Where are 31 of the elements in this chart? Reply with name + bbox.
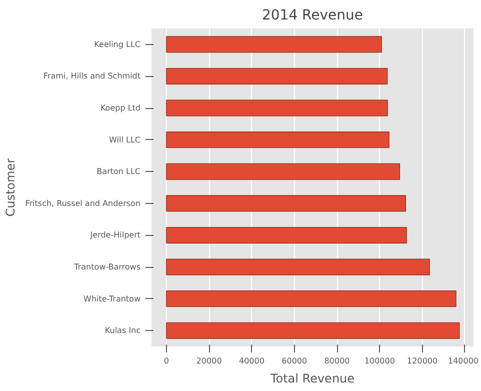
- x-tick-label: 100000: [364, 356, 395, 366]
- y-tick-label: Keeling LLC: [94, 40, 141, 49]
- y-tick-label: Koepp Ltd: [100, 104, 141, 112]
- x-tick-label: 120000: [407, 356, 438, 366]
- bar: [166, 163, 400, 180]
- x-tick-label: 80000: [324, 356, 350, 366]
- x-tick-label: 140000: [448, 356, 479, 366]
- bar: [166, 100, 388, 116]
- y-tick-label: Kulas Inc: [104, 326, 141, 336]
- bar: [166, 195, 406, 212]
- y-tick-label: White-Trantow: [84, 294, 141, 304]
- bar: [166, 68, 388, 84]
- y-tick-label: Barton LLC: [96, 167, 141, 176]
- bar: [166, 36, 382, 53]
- x-tick-label: 20000: [196, 356, 222, 366]
- chart-title: 2014 Revenue: [262, 8, 364, 24]
- x-tick-label: 60000: [282, 356, 308, 366]
- x-axis-title: Total Revenue: [269, 372, 355, 386]
- y-tick-label: Jerde-Hilpert: [89, 230, 140, 240]
- bar: [166, 226, 407, 244]
- y-tick-label: Fritsch, Russel and Anderson: [25, 198, 141, 208]
- y-tick-label: Frami, Hills and Schmidt: [43, 72, 140, 81]
- bar: [166, 290, 456, 308]
- y-axis-title: Customer: [3, 158, 18, 217]
- x-tick-label: 0: [164, 356, 169, 366]
- bar: [166, 132, 390, 148]
- x-tick-label: 40000: [239, 356, 264, 366]
- bar: [166, 258, 430, 276]
- bar: [166, 322, 460, 339]
- y-tick-label: Will LLC: [109, 135, 141, 144]
- y-tick-label: Trantow-Barrows: [73, 262, 140, 272]
